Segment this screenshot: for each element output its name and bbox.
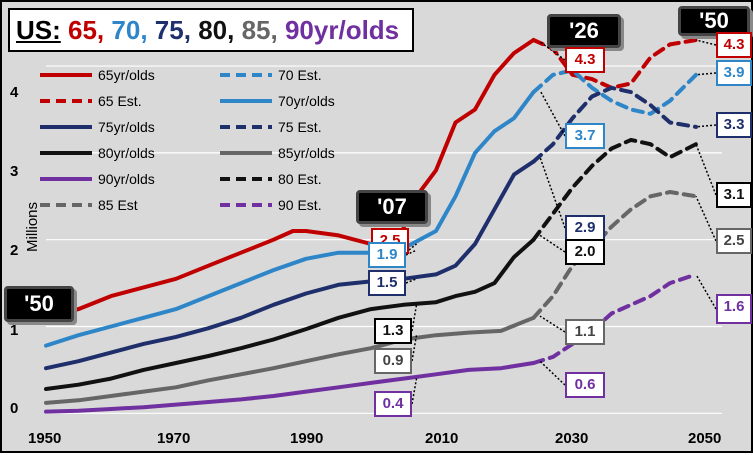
x-tick: 2010 <box>425 430 459 447</box>
annotation-arrow <box>695 143 717 196</box>
title-age-85: 85, <box>241 15 278 45</box>
legend-label: 70 Est. <box>278 67 322 83</box>
value-2026-90: 0.6 <box>565 372 605 398</box>
value-2026-80: 2.0 <box>565 239 605 265</box>
annotation-arrow <box>411 304 418 332</box>
legend-label: 65 Est. <box>98 93 142 109</box>
series-line-90yr-olds <box>44 361 536 414</box>
series-line-65yr-olds <box>44 38 536 320</box>
legend-label: 85 Est <box>98 197 138 213</box>
value-2026-85: 1.1 <box>565 319 605 345</box>
value-2050-75: 3.3 <box>716 112 752 138</box>
value-2026-65: 4.3 <box>565 47 605 73</box>
legend-label: 75 Est. <box>278 119 322 135</box>
value-2026-75: 2.9 <box>565 215 605 241</box>
annotation-arrow <box>539 360 566 386</box>
value-2050-85: 2.5 <box>716 228 752 254</box>
value-2050-90: 1.6 <box>716 294 752 324</box>
annotation-arrow <box>539 234 566 253</box>
series-line-80yr-olds <box>44 237 536 391</box>
y-tick: 2 <box>10 242 19 259</box>
x-tick: 1990 <box>290 430 324 447</box>
legend-label: 90 Est. <box>278 197 322 213</box>
series-line-70yr-olds <box>44 90 536 348</box>
value-2007-85: 0.9 <box>374 348 412 374</box>
y-axis-label: Millions <box>24 201 41 252</box>
x-tick: 1970 <box>157 430 191 447</box>
value-2050-65: 4.3 <box>716 32 752 58</box>
legend-label: 90yr/olds <box>98 171 155 187</box>
title-age-70: 70, <box>111 15 148 45</box>
annotation-arrow <box>695 39 717 46</box>
annotation-arrow <box>539 90 566 137</box>
value-2007-80: 1.3 <box>374 318 412 344</box>
year-tag-2026: '26 <box>547 14 621 48</box>
title-prefix: US: <box>16 15 61 45</box>
legend-label: 85yr/olds <box>278 145 335 161</box>
annotation-arrow <box>408 243 417 251</box>
legend-label: 70yr/olds <box>278 93 335 109</box>
y-tick: 3 <box>10 163 19 180</box>
legend-label: 75yr/olds <box>98 119 155 135</box>
annotation-arrow <box>405 278 417 284</box>
annotation-arrow <box>405 249 417 256</box>
annotation-arrow <box>539 41 566 61</box>
title-age-75: 75, <box>154 15 191 45</box>
value-2007-75: 1.5 <box>368 270 406 296</box>
year-tag-2050: '50 <box>678 6 750 36</box>
annotation-arrow <box>539 315 566 333</box>
annotation-arrow <box>695 124 717 128</box>
legend-label: 80 Est. <box>278 171 322 187</box>
y-tick: 4 <box>10 84 19 101</box>
title-age-80: 80, <box>198 15 235 45</box>
year-tag-2007: '07 <box>356 190 428 224</box>
x-tick: 2050 <box>688 430 722 447</box>
annotation-arrow <box>695 195 717 242</box>
value-2026-70: 3.7 <box>565 123 605 149</box>
title-age-90: 90yr/olds <box>284 15 400 45</box>
year-tag-1950: '50 <box>4 286 74 322</box>
annotation-arrow <box>411 378 418 405</box>
series-line-85yr-olds <box>44 315 536 405</box>
legend-label: 65yr/olds <box>98 67 155 83</box>
annotation-arrow <box>411 335 418 362</box>
series-line-80-est- <box>531 137 698 242</box>
annotation-arrow <box>539 156 566 229</box>
value-2007-70: 1.9 <box>368 242 406 268</box>
annotation-arrow <box>695 274 717 310</box>
value-2050-70: 3.9 <box>716 60 752 86</box>
series-line-90-est- <box>531 272 698 365</box>
y-tick: 1 <box>10 322 19 339</box>
y-tick: 0 <box>10 400 19 417</box>
chart-title: US: 65, 70, 75, 80, 85, 90yr/olds <box>8 8 414 52</box>
series-line-75yr-olds <box>44 159 536 371</box>
annotation-arrow <box>695 72 717 76</box>
legend-label: 80yr/olds <box>98 145 155 161</box>
series-line-75-est- <box>531 85 698 164</box>
title-age-65: 65, <box>68 15 105 45</box>
x-tick: 2030 <box>555 430 589 447</box>
value-2050-80: 3.1 <box>716 182 752 208</box>
value-2007-90: 0.4 <box>374 391 412 417</box>
series-line-85-est <box>531 190 698 320</box>
x-tick: 1950 <box>28 430 62 447</box>
series-line-70-est- <box>531 68 698 116</box>
